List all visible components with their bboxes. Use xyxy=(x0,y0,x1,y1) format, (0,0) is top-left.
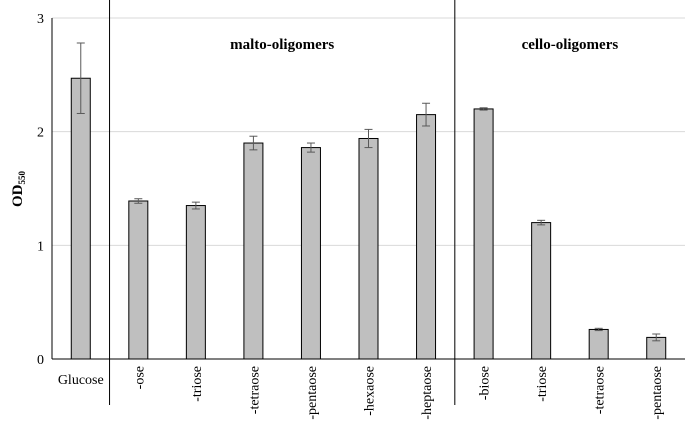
group-labels: malto-oligomers cello-oligomers xyxy=(230,37,618,53)
error-bar xyxy=(537,219,546,226)
error-bar xyxy=(249,135,258,151)
axes xyxy=(51,18,685,360)
bars xyxy=(70,77,667,360)
error-bar xyxy=(652,333,661,342)
bar xyxy=(243,142,264,360)
category-label: -tetraose xyxy=(247,366,262,414)
error-bar xyxy=(422,102,431,127)
error-bar xyxy=(479,107,488,111)
error-bar xyxy=(191,201,200,210)
error-bars xyxy=(76,42,661,342)
group-label: cello-oligomers xyxy=(522,37,619,53)
category-label: -tetraose xyxy=(593,366,608,414)
error-bar xyxy=(306,142,315,153)
category-label: -pentaose xyxy=(650,366,665,420)
bar xyxy=(473,108,494,360)
category-label: Glucose xyxy=(58,373,104,388)
y-axis-label: OD550 xyxy=(10,171,27,208)
y-tick-label: 2 xyxy=(37,126,44,141)
category-label: -hexaose xyxy=(363,366,378,416)
error-bar xyxy=(364,128,373,149)
bar xyxy=(300,147,321,360)
error-bar xyxy=(134,198,143,204)
group-label: malto-oligomers xyxy=(230,37,334,53)
category-label: -triose xyxy=(535,366,550,402)
group-dividers xyxy=(109,0,456,405)
bar xyxy=(358,137,379,360)
y-tick-labels: 0 1 2 3 xyxy=(37,12,44,368)
category-labels: Glucose -ose -triose -tetraose -pentaose -hex… xyxy=(58,366,665,420)
bar xyxy=(588,328,609,360)
category-label: -heptaose xyxy=(420,366,435,420)
bar xyxy=(185,205,206,360)
y-tick-label: 3 xyxy=(37,12,44,27)
category-label: -ose xyxy=(132,366,147,389)
category-label: -pentaose xyxy=(305,366,320,420)
y-tick-label: 1 xyxy=(37,239,44,254)
error-bar xyxy=(594,327,603,332)
bar xyxy=(128,200,149,360)
bar xyxy=(531,222,552,360)
category-label: -triose xyxy=(190,366,205,402)
bar xyxy=(70,77,91,360)
category-label: -biose xyxy=(478,366,493,400)
bar xyxy=(416,114,437,360)
y-tick-label: 0 xyxy=(37,353,44,368)
error-bar xyxy=(76,42,85,114)
